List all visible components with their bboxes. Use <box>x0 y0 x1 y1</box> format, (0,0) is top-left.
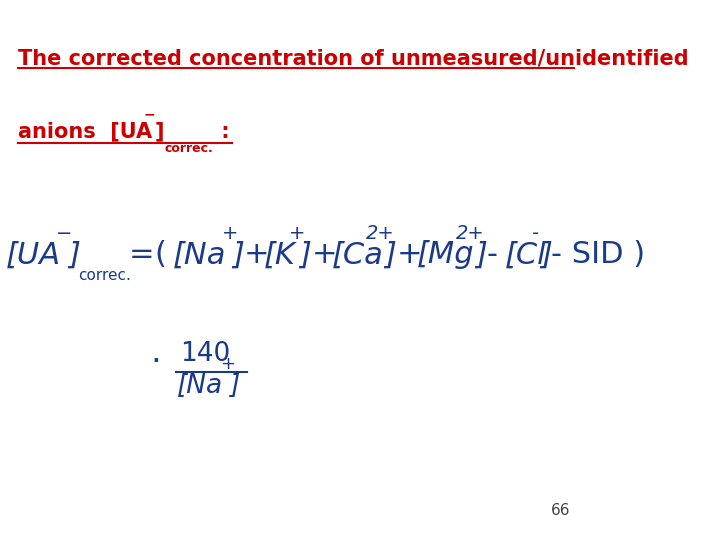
Text: [Na: [Na <box>173 240 227 269</box>
Text: ]: ] <box>68 240 80 269</box>
Text: anions  [UA: anions [UA <box>18 122 152 141</box>
Text: +: + <box>289 224 305 243</box>
Text: -: - <box>531 224 539 243</box>
Text: [Ca: [Ca <box>331 240 383 269</box>
Text: correc.: correc. <box>165 142 214 155</box>
Text: (: ( <box>155 240 166 269</box>
Text: -: - <box>487 240 498 269</box>
Text: =: = <box>129 240 154 269</box>
Text: ]: ] <box>384 240 397 269</box>
Text: +: + <box>222 224 238 243</box>
Text: [Na: [Na <box>176 373 222 399</box>
Text: ·: · <box>150 346 161 379</box>
Text: −: − <box>56 224 73 243</box>
Text: ]: ] <box>155 122 164 141</box>
Text: +: + <box>244 240 269 269</box>
Text: [UA: [UA <box>6 240 61 269</box>
Text: [K: [K <box>264 240 296 269</box>
Text: 66: 66 <box>551 503 570 518</box>
Text: The corrected concentration of unmeasured/unidentified: The corrected concentration of unmeasure… <box>18 49 688 69</box>
Text: correc.: correc. <box>78 268 132 284</box>
Text: ]: ] <box>475 240 487 269</box>
Text: −: − <box>143 107 155 122</box>
Text: +: + <box>311 240 337 269</box>
Text: 140: 140 <box>180 341 230 367</box>
Text: :: : <box>215 122 230 141</box>
Text: +: + <box>220 355 235 373</box>
Text: ]: ] <box>232 240 244 269</box>
Text: +: + <box>396 240 422 269</box>
Text: [Mg: [Mg <box>416 240 474 269</box>
Text: 2+: 2+ <box>456 224 485 243</box>
Text: ]: ] <box>230 373 240 399</box>
Text: ]: ] <box>540 240 552 269</box>
Text: [Cl: [Cl <box>505 240 546 269</box>
Text: 2+: 2+ <box>366 224 395 243</box>
Text: - SID ): - SID ) <box>551 240 645 269</box>
Text: ]: ] <box>300 240 311 269</box>
